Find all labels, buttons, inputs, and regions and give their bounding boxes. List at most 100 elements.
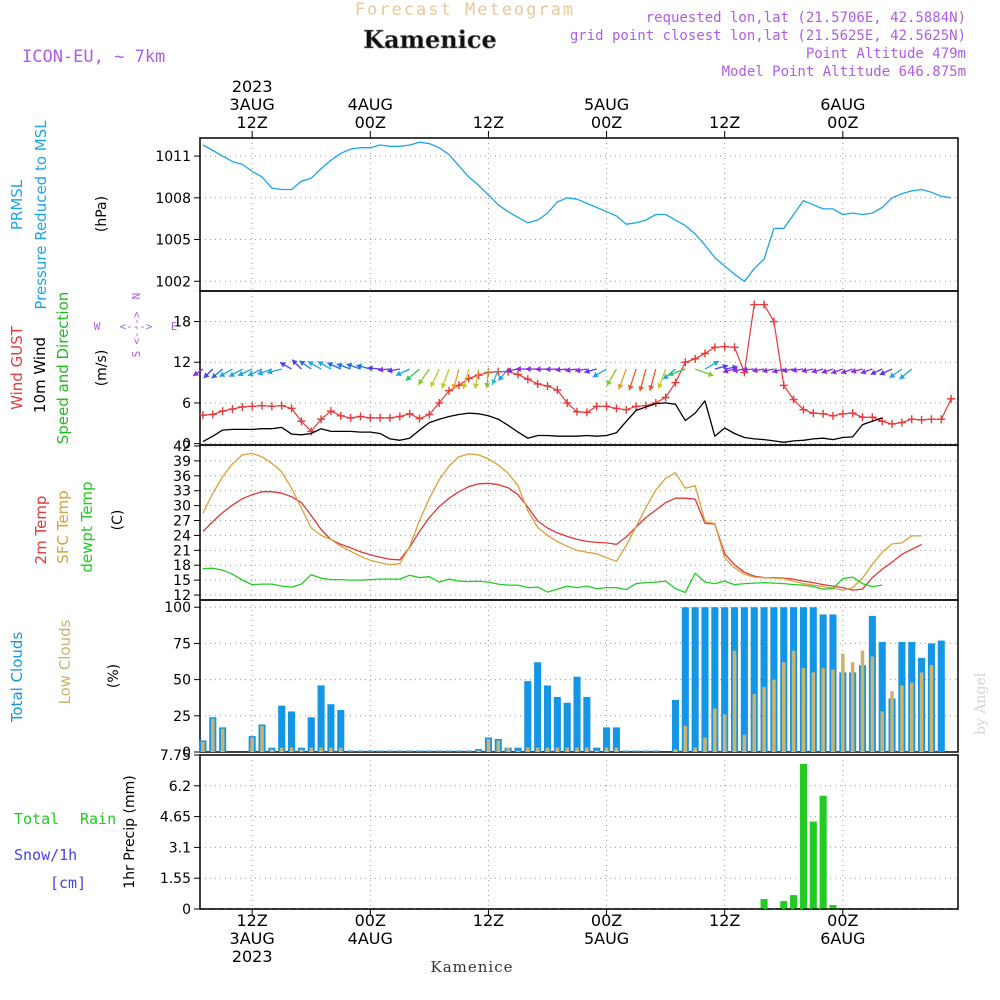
y-tick-label: 18 — [173, 558, 191, 574]
y-tick-label: 0 — [182, 745, 191, 761]
gust-marker — [208, 410, 217, 419]
gust-marker — [346, 413, 355, 422]
wind-arrow-head — [752, 367, 758, 374]
wind-arrow-head — [461, 383, 468, 390]
low-cloud-bar — [919, 672, 924, 752]
low-cloud-bar — [909, 682, 914, 752]
y-tick-label: 1011 — [155, 149, 191, 165]
bottom-axis-label: 00Z — [591, 911, 622, 930]
wind-direction-arrow — [317, 360, 332, 370]
wind-arrow-head — [811, 367, 818, 374]
wind-direction-arrow — [257, 368, 273, 376]
compass-s: S — [130, 351, 143, 358]
wind-arrow-head — [732, 367, 739, 374]
y-tick-label: 6 — [182, 396, 191, 412]
bottom-axis-label: 3AUG — [230, 929, 275, 948]
gust-marker — [513, 370, 522, 379]
wind-arrow-head — [299, 360, 306, 367]
wind-arrow-head — [451, 383, 458, 390]
bottom-axis-label: 00Z — [355, 911, 386, 930]
rain-bar — [799, 763, 807, 909]
low-cloud-bar — [890, 691, 894, 752]
gust-marker — [897, 418, 906, 427]
total-cloud-bar — [366, 750, 374, 752]
low-cloud-bar — [526, 747, 530, 752]
y-tick-label: 6.2 — [169, 779, 191, 795]
wind-direction-arrow — [237, 368, 253, 377]
low-cloud-bar — [742, 734, 747, 752]
wind-direction-arrow — [491, 368, 499, 386]
low-cloud-bar — [841, 653, 845, 752]
low-cloud-bar — [614, 747, 619, 752]
y-axis-label: (C) — [110, 510, 126, 531]
gust-marker — [622, 405, 631, 414]
gridpoint-coords: grid point closest lon,lat (21.5625E, 42… — [570, 28, 966, 44]
total-cloud-bar — [376, 750, 384, 752]
low-cloud-bar — [801, 668, 806, 752]
low-cloud-bar — [338, 747, 343, 752]
wind-direction-arrow — [742, 366, 755, 373]
total-cloud-bar — [671, 699, 680, 752]
wind-arrow-head — [850, 367, 857, 374]
wind-direction-arrow — [850, 367, 863, 374]
low-cloud-bar — [683, 725, 688, 752]
total-cloud-bar — [937, 640, 945, 752]
total-cloud-bar — [593, 747, 601, 752]
gust-marker — [543, 381, 552, 390]
wind-direction-arrow — [211, 368, 224, 379]
wind-direction-arrow — [484, 368, 491, 389]
wind-direction-arrow — [762, 367, 775, 374]
panel-pressure: 1002 1005 1008 1011 (hPa) PRMSL Pressure Reduc… — [8, 120, 959, 310]
total-cloud-bar — [740, 607, 748, 752]
low-cloud-bar — [260, 725, 264, 752]
total-cloud-bar — [327, 704, 335, 752]
total-cloud-bar — [878, 641, 886, 752]
wind-direction-arrow — [801, 367, 814, 374]
wind-direction-arrow — [387, 367, 400, 374]
wind-arrow-head — [870, 369, 877, 376]
wind-direction-arrow — [192, 368, 204, 377]
gust-marker — [277, 401, 286, 410]
rain-bar — [829, 905, 837, 909]
low-cloud-bar — [860, 650, 865, 752]
gust-marker — [336, 411, 345, 420]
gust-marker — [671, 378, 680, 387]
wind-arrow-head — [638, 385, 645, 392]
total-cloud-bar — [307, 717, 315, 752]
gust-marker — [405, 409, 414, 418]
wind-arrow-head — [617, 383, 624, 390]
side-label-pressure: Pressure Reduced to MSL — [32, 120, 50, 310]
gust-marker — [297, 417, 306, 426]
gust-marker — [415, 414, 424, 423]
wind-direction-arrow — [405, 368, 420, 382]
low-cloud-bar — [329, 747, 333, 752]
wind-direction-arrow — [879, 368, 893, 376]
wind-arrow-head — [668, 370, 674, 377]
low-cloud-bar — [850, 662, 855, 752]
low-cloud-bar — [486, 738, 491, 752]
wind-arrow-head — [378, 366, 384, 373]
total-cloud-bar — [465, 750, 473, 752]
y-tick-label: 3.1 — [169, 840, 191, 856]
gust-marker — [533, 379, 542, 388]
y-tick-label: 12 — [173, 355, 191, 371]
side-label-2m-temp: 2m Temp — [32, 496, 50, 565]
total-cloud-bar — [534, 662, 542, 752]
compass-rose: W <---> E N <---> S — [94, 293, 178, 358]
rain-bar — [790, 895, 798, 909]
gust-marker — [435, 398, 444, 407]
gust-marker — [927, 415, 936, 424]
low-cloud-bar — [250, 737, 254, 752]
model-altitude: Model Point Altitude 646.875m — [722, 64, 966, 80]
wind-direction-arrow — [203, 368, 214, 379]
wind-direction-arrow — [346, 362, 361, 370]
wind-direction-arrow — [667, 368, 686, 377]
wind-arrow-head — [203, 372, 210, 379]
wind-direction-arrow — [889, 368, 903, 379]
low-cloud-bar — [565, 747, 569, 752]
wind-arrow-head — [722, 363, 728, 370]
gust-marker — [947, 394, 956, 403]
top-axis-label: 00Z — [355, 113, 386, 132]
wind-arrow-head — [257, 369, 264, 376]
gust-marker — [760, 300, 769, 309]
